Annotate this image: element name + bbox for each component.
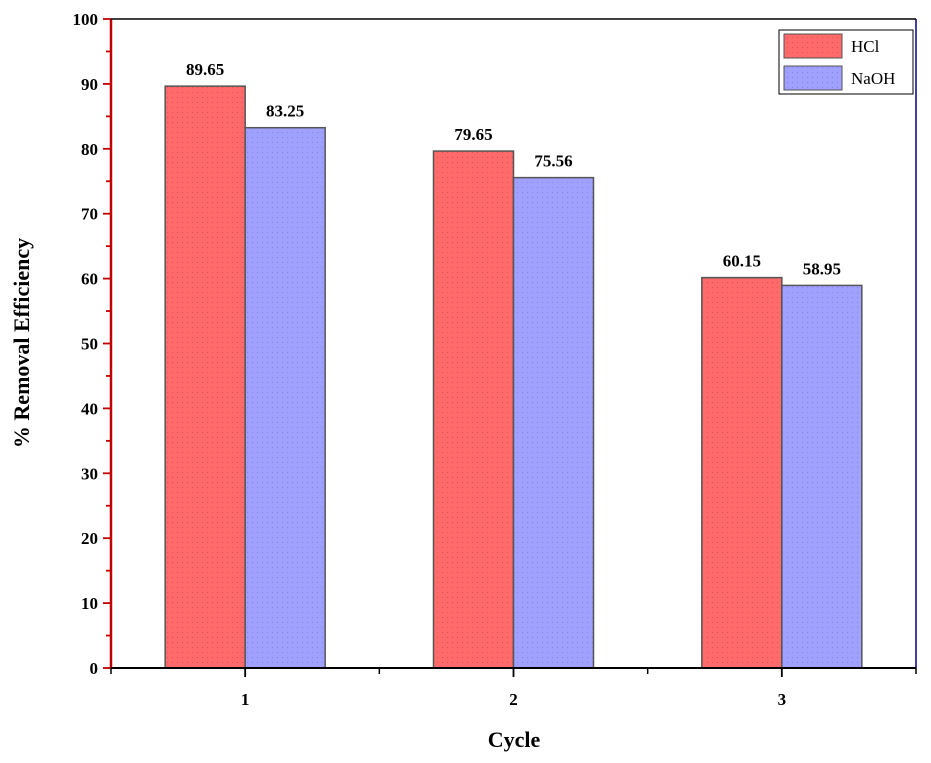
- data-label-naoh-cycle-1: 83.25: [266, 102, 304, 121]
- legend-swatch-naoh: [783, 65, 843, 91]
- y-tick-label: 30: [81, 464, 98, 483]
- bar-naoh-cycle-1: [244, 126, 326, 669]
- y-tick-label: 60: [81, 270, 98, 289]
- bar-naoh-cycle-3: [781, 284, 863, 669]
- y-tick-label: 100: [73, 10, 99, 29]
- bars-layer: [164, 85, 863, 669]
- legend: HCl NaOH: [778, 29, 914, 95]
- bar-naoh-cycle-2: [512, 176, 595, 669]
- y-tick-label: 80: [81, 140, 98, 159]
- legend-label-hcl: HCl: [851, 37, 880, 56]
- data-label-hcl-cycle-3: 60.15: [723, 252, 761, 271]
- bar-hcl-cycle-2: [432, 150, 515, 669]
- x-axis-title: Cycle: [488, 727, 541, 752]
- legend-swatch-hcl: [783, 33, 843, 59]
- y-tick-label: 50: [81, 335, 98, 354]
- y-tick-label: 90: [81, 75, 98, 94]
- data-label-hcl-cycle-1: 89.65: [186, 60, 224, 79]
- y-tick-label: 0: [90, 659, 99, 678]
- x-tick-label: 3: [778, 690, 787, 709]
- axes-layer: [103, 18, 917, 677]
- y-axis-title: % Removal Efficiency: [9, 238, 34, 448]
- data-label-naoh-cycle-3: 58.95: [803, 259, 841, 278]
- x-tick-label: 1: [241, 690, 250, 709]
- bar-hcl-cycle-1: [164, 85, 246, 669]
- y-tick-label: 70: [81, 205, 98, 224]
- bar-hcl-cycle-3: [701, 276, 783, 669]
- legend-label-naoh: NaOH: [851, 69, 895, 88]
- data-label-hcl-cycle-2: 79.65: [454, 125, 492, 144]
- x-tick-label: 2: [509, 690, 518, 709]
- labels-layer: 89.65 79.65 60.15 83.25 75.56 58.95 0 10 20 30 40 5…: [73, 10, 841, 709]
- y-tick-label: 10: [81, 594, 98, 613]
- data-label-naoh-cycle-2: 75.56: [534, 152, 572, 171]
- y-tick-label: 20: [81, 529, 98, 548]
- y-tick-label: 40: [81, 399, 98, 418]
